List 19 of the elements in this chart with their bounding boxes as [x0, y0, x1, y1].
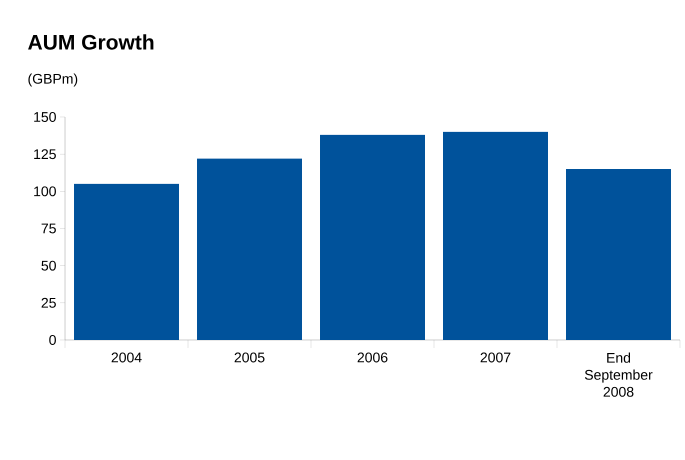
y-tick-label: 75 [42, 224, 56, 234]
y-tick-label: 100 [34, 186, 56, 196]
x-tick-label: 2004 [112, 352, 142, 362]
bar [197, 158, 302, 340]
y-tick-label: 125 [34, 149, 56, 160]
y-tick-label: 25 [42, 298, 56, 308]
bar [566, 169, 671, 340]
x-tick-label: 2005 [234, 352, 264, 362]
bar [320, 134, 426, 340]
x-tick-label: 2007 [480, 352, 510, 362]
y-tick-label: 0 [49, 335, 56, 345]
y-axis-title: (GBPm) [28, 73, 78, 87]
bar [443, 132, 548, 340]
x-tick-label: 2006 [358, 352, 388, 362]
bar [74, 184, 180, 340]
y-tick-label: 150 [34, 112, 56, 122]
y-tick-label: 50 [41, 260, 56, 271]
chart-title: AUM Growth [28, 34, 154, 50]
x-tick-label: End September 2008 [584, 352, 653, 397]
